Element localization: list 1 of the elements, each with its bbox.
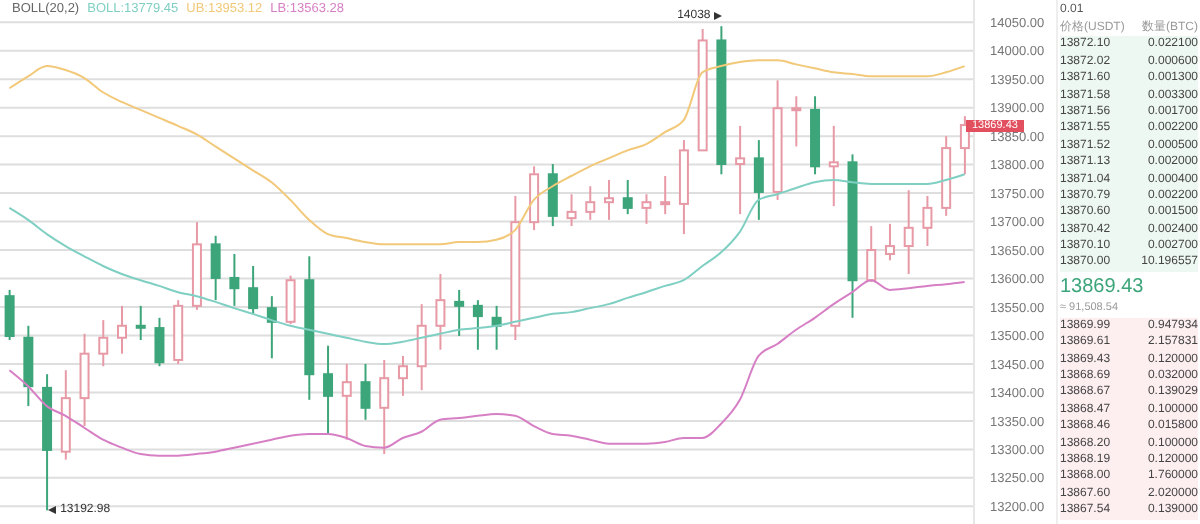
text: 13869.43 — [1060, 273, 1146, 300]
